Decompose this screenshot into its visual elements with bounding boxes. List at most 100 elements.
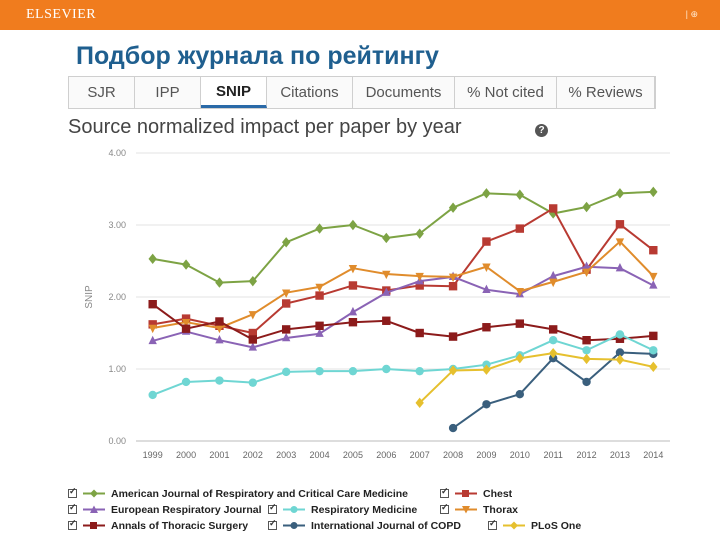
legend-checkbox[interactable]	[268, 502, 277, 514]
tab-documents[interactable]: Documents	[353, 77, 455, 108]
data-point-s1-15	[649, 246, 658, 255]
data-point-s7-4	[548, 347, 558, 359]
x-tick-label: 2001	[209, 450, 229, 460]
x-tick-label: 2004	[310, 450, 330, 460]
legend-item-chest[interactable]: Chest	[440, 486, 512, 501]
data-point-s3-11	[515, 288, 525, 297]
data-point-s4-12	[548, 325, 558, 334]
data-point-s2-13	[582, 261, 591, 270]
page-marker: | ⊕	[685, 9, 698, 19]
data-point-s1-5	[315, 291, 324, 300]
data-point-s6-13	[582, 346, 591, 355]
data-point-s0-13	[582, 201, 591, 213]
tab-not-cited[interactable]: % Not cited	[455, 77, 557, 108]
data-point-s2-12	[548, 270, 558, 280]
data-point-s0-14	[615, 188, 625, 199]
data-point-s7-7	[649, 361, 658, 373]
legend-checkbox[interactable]	[440, 486, 449, 498]
x-tick-label: 2012	[577, 450, 597, 460]
data-point-s6-12	[548, 336, 558, 345]
legend-item-erj[interactable]: European Respiratory Journal	[68, 502, 262, 517]
legend-checkbox[interactable]	[68, 518, 77, 530]
data-point-s1-0	[148, 320, 157, 329]
legend-item-ajrccm[interactable]: American Journal of Respiratory and Crit…	[68, 486, 408, 501]
legend-checkbox[interactable]	[488, 518, 497, 530]
tab-snip[interactable]: SNIP	[201, 77, 267, 108]
series-line-3	[152, 240, 655, 329]
legend-item-thorax[interactable]: Thorax	[440, 502, 518, 517]
legend-item-plos-one[interactable]: PLoS One	[488, 518, 581, 533]
data-point-s2-4	[281, 332, 291, 342]
legend-swatch-ajrccm	[83, 489, 105, 498]
y-tick-label: 2.00	[108, 292, 126, 302]
data-point-s6-14	[615, 330, 625, 339]
legend-label: European Respiratory Journal	[111, 503, 262, 516]
data-point-s4-13	[582, 336, 591, 345]
data-point-s1-14	[615, 220, 625, 229]
data-point-s3-0	[148, 324, 157, 334]
data-point-s2-14	[615, 263, 625, 272]
y-axis-label: SNIP	[84, 285, 95, 309]
data-point-s7-2	[482, 364, 491, 375]
data-point-s2-3	[248, 342, 258, 351]
data-point-s3-7	[382, 270, 391, 280]
data-point-s1-10	[482, 237, 491, 246]
y-tick-label: 3.00	[108, 220, 126, 230]
legend-label: PLoS One	[531, 519, 582, 532]
legend-label: International Journal of COPD	[311, 519, 461, 532]
x-tick-label: 2010	[510, 450, 530, 460]
tab-reviews[interactable]: % Reviews	[557, 77, 655, 108]
tab-citations[interactable]: Citations	[267, 77, 353, 108]
x-tick-label: 2002	[243, 450, 263, 460]
data-point-s7-3	[515, 353, 525, 364]
data-point-s3-10	[482, 263, 491, 272]
help-icon[interactable]: ?	[535, 124, 548, 137]
x-tick-label: 2006	[376, 450, 396, 460]
data-point-s6-15	[649, 346, 658, 355]
y-tick-label: 4.00	[108, 148, 126, 158]
legend-checkbox[interactable]	[268, 518, 277, 530]
data-point-s1-6	[348, 281, 358, 290]
data-point-s2-7	[382, 287, 391, 296]
data-point-s1-3	[248, 328, 258, 338]
data-point-s2-2	[215, 335, 224, 344]
tab-ipp[interactable]: IPP	[135, 77, 201, 108]
x-tick-label: 2013	[610, 450, 630, 460]
legend-item-resp-med[interactable]: Respiratory Medicine	[268, 502, 417, 517]
data-point-s6-2	[215, 376, 224, 385]
legend-swatch-ats	[83, 522, 105, 529]
legend-checkbox[interactable]	[440, 502, 449, 514]
legend-label: Respiratory Medicine	[311, 503, 418, 516]
data-point-s2-0	[148, 335, 157, 345]
legend-item-copd[interactable]: International Journal of COPD	[268, 518, 461, 533]
data-point-s0-7	[382, 232, 391, 244]
data-point-s5-5	[615, 348, 625, 357]
data-point-s0-1	[181, 259, 191, 270]
top-bar: ELSEVIER | ⊕	[0, 0, 720, 30]
legend-item-ats[interactable]: Annals of Thoracic Surgery	[68, 518, 248, 533]
data-point-s6-5	[315, 366, 324, 376]
data-point-s3-13	[582, 268, 591, 277]
series-line-2	[152, 265, 654, 349]
y-tick-label: 0.00	[108, 436, 126, 446]
data-point-s4-9	[448, 332, 458, 341]
data-point-s7-6	[615, 354, 625, 365]
legend-checkbox[interactable]	[68, 486, 77, 498]
data-point-s3-3	[248, 311, 258, 320]
metric-tabs: SJR IPP SNIP Citations Documents % Not c…	[68, 76, 656, 109]
legend-swatch-resp-med	[283, 506, 305, 513]
legend-label: Chest	[483, 487, 513, 500]
data-point-s3-8	[415, 272, 424, 282]
tab-sjr[interactable]: SJR	[69, 77, 135, 108]
legend-checkbox[interactable]	[68, 502, 77, 514]
data-point-s5-4	[582, 377, 591, 387]
legend-label: Thorax	[483, 503, 519, 516]
data-point-s2-5	[315, 328, 324, 337]
slide-title: Подбор журнала по рейтингу	[76, 42, 439, 70]
data-point-s4-6	[348, 318, 358, 327]
legend-swatch-erj	[83, 505, 105, 513]
series-line-0	[152, 190, 654, 284]
data-point-s3-5	[315, 283, 324, 293]
data-point-s2-10	[482, 284, 491, 293]
chart-legend: American Journal of Respiratory and Crit…	[68, 486, 668, 538]
